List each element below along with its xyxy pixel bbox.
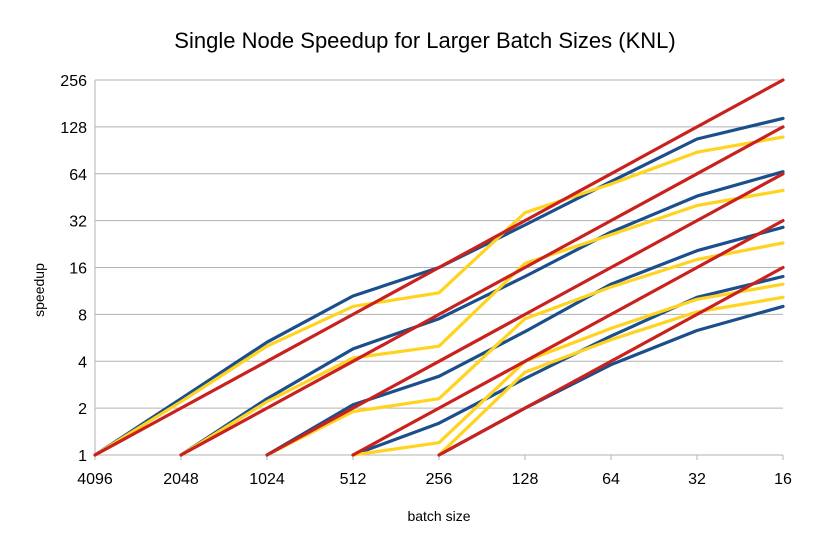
series-line-red-from-1024 [265,172,785,457]
y-tick-label: 1 [78,448,87,465]
y-tick-labels: 1 2 4 8 16 32 64 128 256 [60,73,87,465]
series-line-yellow-from-512 [351,282,785,457]
series-line-red-from-512 [351,219,785,457]
series-line-red-from-2048 [179,125,785,457]
x-tick-label: 32 [688,471,706,488]
y-tick-label: 16 [69,261,87,278]
series-line-blue-from-4096 [93,116,785,457]
x-tick-label: 512 [340,471,367,488]
series-line-yellow-from-1024 [265,241,785,457]
series-line-red-from-4096 [93,78,785,457]
series-line-blue-from-2048 [179,170,785,457]
x-axis-title: batch size [407,508,470,524]
x-tick-label: 128 [512,471,539,488]
y-tick-label: 256 [60,73,87,90]
series-line-yellow-from-256 [437,295,785,457]
y-tick-label: 2 [78,401,87,418]
y-tick-label: 4 [78,354,87,371]
y-tick-label: 8 [78,307,87,324]
x-tick-label: 1024 [249,471,285,488]
x-tick-label: 16 [774,471,792,488]
series-line-yellow-from-2048 [179,188,785,457]
series-lines [93,78,785,457]
x-tick-label: 64 [602,471,620,488]
y-axis-title: speedup [31,263,47,317]
x-tick-labels: 4096 2048 1024 512 256 128 64 32 16 [77,455,792,488]
x-tick-label: 2048 [163,471,199,488]
series-line-yellow-from-4096 [93,135,785,457]
series-line-red-from-256 [437,265,785,457]
series-line-blue-from-1024 [265,225,785,457]
x-tick-label: 4096 [77,471,113,488]
y-tick-label: 32 [69,214,87,231]
chart-title: Single Node Speedup for Larger Batch Siz… [174,28,675,53]
y-tick-label: 64 [69,167,87,184]
x-tick-label: 256 [426,471,453,488]
y-tick-label: 128 [60,120,87,137]
